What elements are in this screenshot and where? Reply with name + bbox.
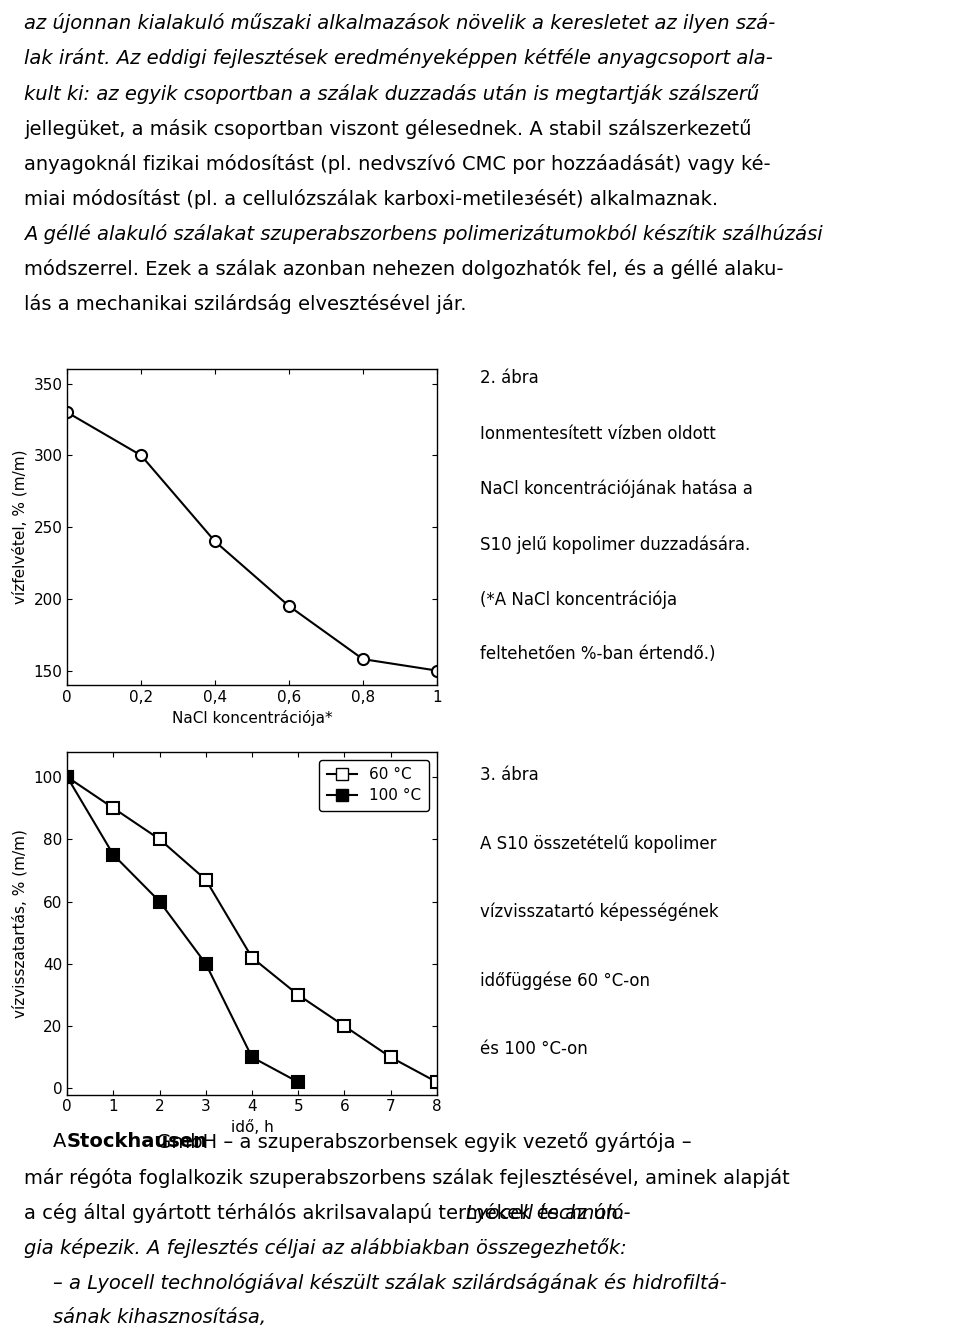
60 °C bbox=[108, 800, 119, 817]
Text: módszerrel. Ezek a szálak azonban nehezen dolgozhatók fel, és a géllé alaku-: módszerrel. Ezek a szálak azonban neheze… bbox=[24, 259, 783, 279]
Line: 100 °C: 100 °C bbox=[61, 771, 303, 1088]
Text: – a Lyocell technológiával készült szálak szilárdságának és hidrofiltá-: – a Lyocell technológiával készült szála… bbox=[53, 1273, 727, 1293]
Text: miai módosítást (pl. a cellulózszálak karboxi-metilезését) alkalmaznak.: miai módosítást (pl. a cellulózszálak ka… bbox=[24, 189, 718, 208]
60 °C bbox=[339, 1018, 350, 1034]
60 °C bbox=[61, 770, 73, 786]
60 °C bbox=[200, 872, 211, 888]
Text: az újonnan kialakuló műszaki alkalmazások növelik a keresletet az ilyen szá-: az újonnan kialakuló műszaki alkalmazáso… bbox=[24, 13, 776, 34]
Legend: 60 °C, 100 °C: 60 °C, 100 °C bbox=[319, 760, 429, 811]
Text: Stockhausen: Stockhausen bbox=[67, 1132, 207, 1151]
Text: már régóta foglalkozik szuperabszorbens szálak fejlesztésével, aminek alapját: már régóta foglalkozik szuperabszorbens … bbox=[24, 1167, 790, 1187]
Text: feltehetően %-ban értendő.): feltehetően %-ban értendő.) bbox=[480, 646, 715, 663]
Text: A: A bbox=[53, 1132, 72, 1151]
100 °C bbox=[246, 1049, 257, 1065]
Text: időfüggése 60 °C-on: időfüggése 60 °C-on bbox=[480, 971, 650, 990]
Text: A S10 összetételű kopolimer: A S10 összetételű kopolimer bbox=[480, 834, 716, 853]
Line: 60 °C: 60 °C bbox=[61, 771, 443, 1088]
60 °C bbox=[246, 950, 257, 966]
Y-axis label: vízvisszatartás, % (m/m): vízvisszatartás, % (m/m) bbox=[12, 829, 28, 1018]
100 °C bbox=[61, 770, 73, 786]
60 °C bbox=[293, 987, 304, 1003]
Y-axis label: vízfelvétel, % (m/m): vízfelvétel, % (m/m) bbox=[12, 450, 28, 604]
60 °C bbox=[385, 1049, 396, 1065]
Text: gia képezik. A fejlesztés céljai az alábbiakban összegezhetők:: gia képezik. A fejlesztés céljai az aláb… bbox=[24, 1238, 627, 1258]
Text: S10 jelű kopolimer duzzadására.: S10 jelű kopolimer duzzadására. bbox=[480, 535, 751, 553]
Text: 2. ábra: 2. ábra bbox=[480, 369, 539, 387]
Text: anyagoknál fizikai módosítást (pl. nedvszívó CMC por hozzáadását) vagy ké-: anyagoknál fizikai módosítást (pl. nedvs… bbox=[24, 153, 771, 173]
60 °C bbox=[431, 1074, 443, 1091]
Text: 3. ábra: 3. ábra bbox=[480, 766, 539, 784]
Text: jellegüket, a másik csoportban viszont gélesednek. A stabil szálszerkezetű: jellegüket, a másik csoportban viszont g… bbox=[24, 118, 752, 138]
Text: (*A NaCl koncentrációja: (*A NaCl koncentrációja bbox=[480, 591, 677, 608]
Text: és 100 °C-on: és 100 °C-on bbox=[480, 1039, 588, 1058]
Text: vízvisszatartó képességének: vízvisszatartó képességének bbox=[480, 902, 719, 921]
60 °C bbox=[154, 831, 165, 847]
Text: a cég által gyártott térhálós akrilsavalapú termékek és az ún.: a cég által gyártott térhálós akrilsaval… bbox=[24, 1203, 631, 1223]
100 °C bbox=[200, 956, 211, 972]
Text: lás a mechanikai szilárdság elvesztésével jár.: lás a mechanikai szilárdság elvesztéséve… bbox=[24, 294, 467, 314]
100 °C bbox=[154, 893, 165, 909]
100 °C bbox=[293, 1074, 304, 1091]
Text: kult ki: az egyik csoportban a szálak duzzadás után is megtartják szálszerű: kult ki: az egyik csoportban a szálak du… bbox=[24, 83, 759, 103]
Text: GmbH – a szuperabszorbensek egyik vezető gyártója –: GmbH – a szuperabszorbensek egyik vezető… bbox=[150, 1132, 692, 1152]
Text: Lyocell technoló-: Lyocell technoló- bbox=[466, 1203, 630, 1223]
Text: A géllé alakuló szálakat szuperabszorbens polimerizátumokból készítik szálhúzási: A géllé alakuló szálakat szuperabszorben… bbox=[24, 224, 823, 244]
X-axis label: idő, h: idő, h bbox=[230, 1120, 274, 1135]
100 °C bbox=[108, 847, 119, 864]
Text: Ionmentesített vízben oldott: Ionmentesített vízben oldott bbox=[480, 424, 716, 443]
Text: NaCl koncentrációjának hatása a: NaCl koncentrációjának hatása a bbox=[480, 479, 753, 498]
Text: lak iránt. Az eddigi fejlesztések eredményeképpen kétféle anyagcsoport ala-: lak iránt. Az eddigi fejlesztések eredmé… bbox=[24, 48, 773, 68]
X-axis label: NaCl koncentrációja*: NaCl koncentrációja* bbox=[172, 710, 332, 727]
Text: sának kihasznosítása,: sának kihasznosítása, bbox=[53, 1308, 266, 1327]
